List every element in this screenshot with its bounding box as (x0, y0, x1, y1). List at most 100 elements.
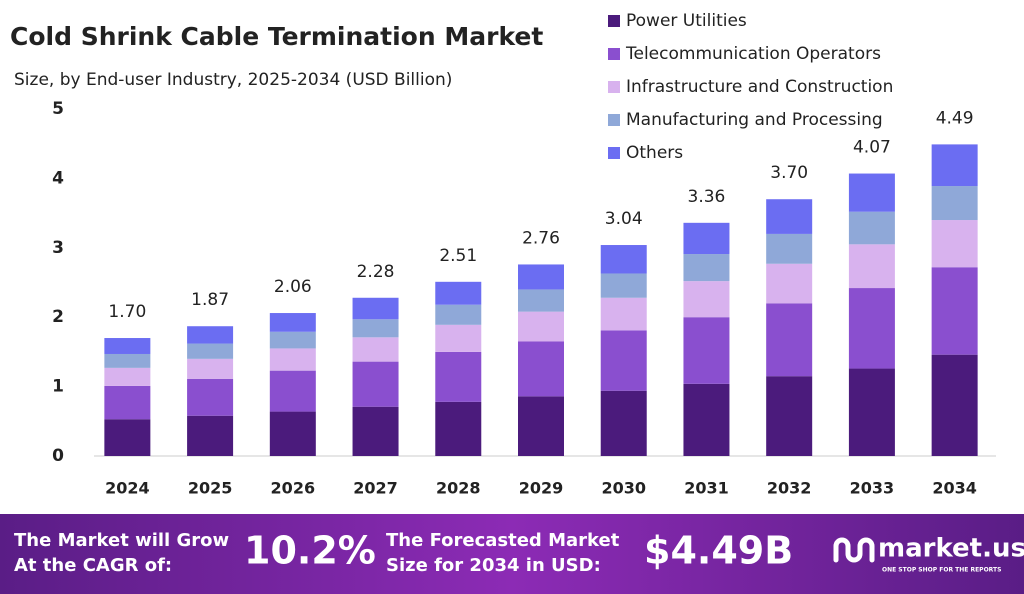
x-tick-label: 2025 (188, 479, 233, 498)
bar-segment (600, 245, 647, 274)
y-tick-label: 2 (52, 307, 64, 327)
x-tick-label: 2033 (850, 479, 895, 498)
brand: market.us (878, 534, 1024, 564)
bar-segment (269, 370, 316, 412)
footer-text: The Forecasted Market (386, 530, 620, 551)
bar-segment (187, 343, 234, 359)
legend-label: Manufacturing and Processing (626, 110, 883, 130)
tagline: ONE STOP SHOP FOR THE REPORTS (882, 567, 1001, 574)
bar-segment (600, 297, 647, 331)
legend-label: Power Utilities (626, 11, 747, 31)
footer-forecast: $4.49B (644, 529, 793, 573)
chart-subtitle: Size, by End-user Industry, 2025-2034 (U… (14, 70, 452, 90)
bar-segment (931, 220, 978, 268)
total-label: 1.70 (108, 302, 146, 322)
bar-segment (104, 419, 151, 456)
legend-swatch (608, 147, 620, 159)
footer-text: Size for 2034 in USD: (386, 555, 601, 576)
footer-cagr: 10.2% (244, 529, 376, 573)
x-tick-label: 2034 (932, 479, 977, 498)
chart-title: Cold Shrink Cable Termination Market (10, 22, 543, 51)
bar-segment (352, 337, 399, 362)
bar-segment (187, 358, 234, 379)
y-tick-label: 1 (52, 377, 64, 397)
bar-segment (848, 211, 895, 245)
y-tick-label: 0 (52, 446, 64, 466)
bar-segment (269, 411, 316, 456)
bar-segment (766, 263, 813, 304)
bar-segment (104, 367, 151, 386)
total-label: 4.49 (936, 108, 974, 128)
bar-segment (187, 326, 234, 344)
total-label: 2.28 (357, 262, 395, 282)
bar-segment (187, 378, 234, 416)
total-label: 3.04 (605, 209, 643, 229)
bar-segment (683, 317, 730, 384)
bar-segment (683, 281, 730, 318)
bar-segment (766, 376, 813, 456)
bar-segment (931, 186, 978, 221)
bar-segment (600, 330, 647, 391)
legend-swatch (608, 114, 620, 126)
bar-segment (600, 273, 647, 298)
bar-segment (518, 341, 564, 397)
bar-segment (848, 368, 895, 456)
x-tick-label: 2024 (105, 479, 150, 498)
total-label: 1.87 (191, 290, 229, 310)
bar-segment (269, 331, 316, 349)
brand-logo (833, 537, 875, 563)
x-tick-label: 2026 (271, 479, 316, 498)
bar-segment (766, 199, 813, 234)
bar-segment (352, 319, 399, 338)
bar-segment (269, 348, 316, 371)
bar-segment (352, 361, 399, 407)
bar-segment (104, 353, 151, 368)
x-tick-label: 2031 (684, 479, 729, 498)
bar-segment (104, 385, 151, 420)
legend-swatch (608, 48, 620, 60)
bar-segment (848, 244, 895, 289)
x-tick-label: 2029 (519, 479, 564, 498)
legend-label: Others (626, 143, 683, 163)
bar-segment (518, 396, 564, 456)
bar-segment (931, 144, 978, 187)
y-tick-label: 5 (52, 99, 64, 119)
bar-segment (931, 267, 978, 355)
bar-segment (352, 406, 399, 456)
legend-swatch (608, 15, 620, 27)
legend-label: Telecommunication Operators (625, 44, 881, 64)
total-label: 3.36 (688, 187, 726, 207)
total-label: 2.76 (522, 228, 560, 248)
total-label: 3.70 (770, 163, 808, 183)
footer-text: At the CAGR of: (14, 555, 172, 576)
x-tick-label: 2027 (353, 479, 398, 498)
footer-band (0, 514, 1024, 594)
bar-segment (766, 303, 813, 377)
bar-segment (352, 297, 399, 320)
y-tick-label: 4 (52, 168, 64, 188)
x-tick-label: 2028 (436, 479, 481, 498)
bar-segment (435, 401, 482, 456)
bar-segment (766, 233, 813, 264)
legend-swatch (608, 81, 620, 93)
y-tick-label: 3 (52, 238, 64, 258)
x-tick-label: 2032 (767, 479, 812, 498)
bar-segment (848, 288, 895, 369)
bar-segment (435, 304, 482, 325)
total-label: 2.51 (439, 246, 477, 266)
bar-segment (518, 311, 564, 342)
bar-segment (848, 173, 895, 212)
footer-text: The Market will Grow (14, 530, 229, 551)
bar-segment (187, 415, 234, 456)
x-tick-label: 2030 (601, 479, 646, 498)
bar-segment (683, 383, 730, 456)
bar-segment (518, 264, 564, 290)
total-label: 4.07 (853, 138, 891, 158)
bar-segment (104, 338, 151, 354)
bar-segment (435, 324, 482, 352)
legend-label: Infrastructure and Construction (626, 77, 893, 97)
bar-segment (435, 281, 482, 305)
bar-segment (931, 354, 978, 456)
bar-segment (683, 254, 730, 282)
